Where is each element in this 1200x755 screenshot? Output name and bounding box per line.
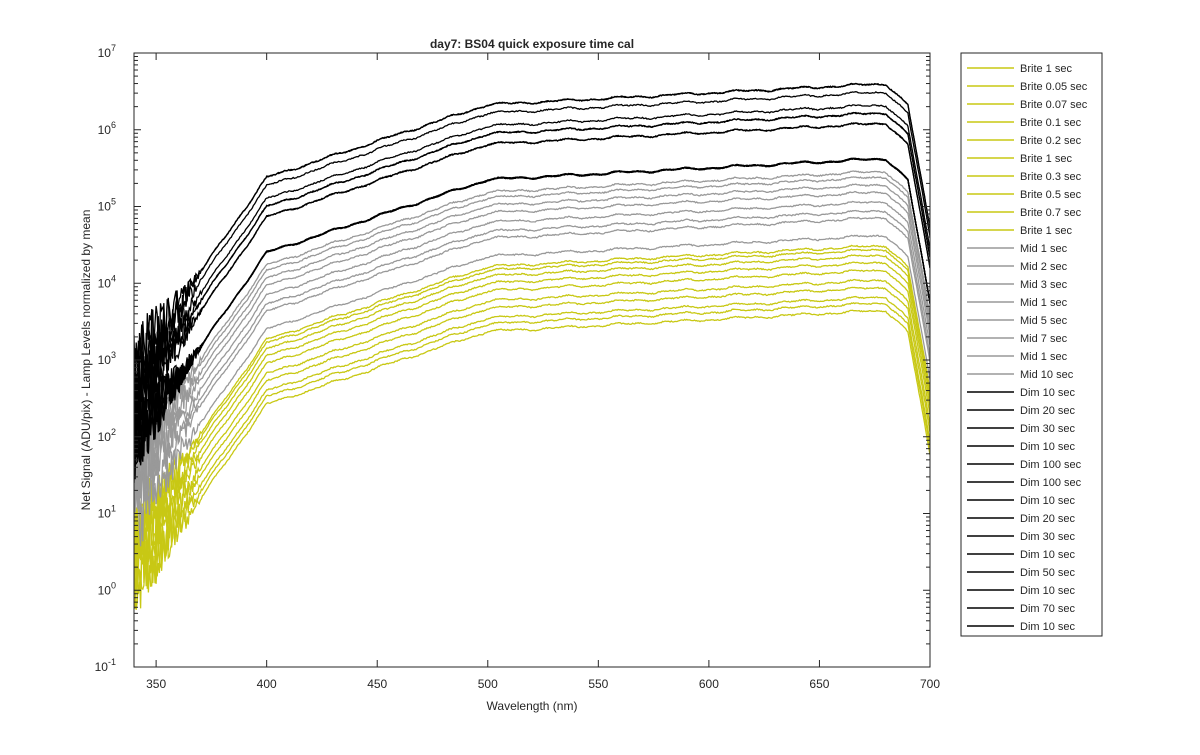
legend-label: Dim 50 sec <box>1020 567 1076 579</box>
legend-items: Brite 1 sec Brite 0.05 sec Brite 0.07 sec B… <box>967 63 1088 633</box>
legend-label: Brite 0.7 sec <box>1020 207 1082 219</box>
series-line <box>134 295 930 588</box>
series-line <box>134 261 930 562</box>
series-line <box>134 157 930 483</box>
x-tick-label: 350 <box>146 677 166 691</box>
legend-label: Mid 10 sec <box>1020 369 1074 381</box>
series-line <box>134 122 930 439</box>
y-tick-label: 102 <box>98 427 116 444</box>
y-tick-label: 10-1 <box>95 657 116 674</box>
legend-label: Brite 0.2 sec <box>1020 135 1082 147</box>
x-tick-label: 550 <box>588 677 608 691</box>
y-tick-label: 101 <box>98 504 116 521</box>
legend-label: Dim 10 sec <box>1020 585 1076 597</box>
series-line <box>134 286 930 601</box>
y-tick-label: 104 <box>98 273 116 290</box>
series-line <box>134 309 930 609</box>
legend-label: Mid 1 sec <box>1020 243 1068 255</box>
legend-label: Mid 1 sec <box>1020 351 1068 363</box>
series-line <box>134 248 930 559</box>
chart-title: day7: BS04 quick exposure time cal <box>430 37 634 51</box>
series-line <box>134 91 930 406</box>
legend-label: Brite 0.1 sec <box>1020 117 1082 129</box>
series-line <box>134 183 930 493</box>
legend: Brite 1 sec Brite 0.05 sec Brite 0.07 sec B… <box>960 52 1103 637</box>
legend-label: Mid 2 sec <box>1020 261 1068 273</box>
series-line <box>134 209 930 512</box>
series-line <box>134 176 930 496</box>
y-tick-label: 103 <box>98 350 116 367</box>
legend-label: Brite 1 sec <box>1020 153 1072 165</box>
x-tick-label: 650 <box>809 677 829 691</box>
x-tick-label: 500 <box>478 677 498 691</box>
series-line <box>134 190 930 513</box>
x-axis-label: Wavelength (nm) <box>487 699 578 713</box>
y-tick-label: 100 <box>98 580 116 597</box>
x-tick-label: 450 <box>367 677 387 691</box>
legend-box <box>960 52 1103 637</box>
y-axis-label: Net Signal (ADU/pix) - Lamp Levels norma… <box>79 210 93 511</box>
legend-label: Dim 10 sec <box>1020 495 1076 507</box>
legend-label: Dim 20 sec <box>1020 405 1076 417</box>
series-line <box>134 269 930 589</box>
legend-label: Brite 0.3 sec <box>1020 171 1082 183</box>
x-tick-label: 600 <box>699 677 719 691</box>
legend-label: Brite 0.07 sec <box>1020 99 1088 111</box>
legend-label: Brite 1 sec <box>1020 63 1072 75</box>
legend-label: Dim 20 sec <box>1020 513 1076 525</box>
y-tick-label: 106 <box>98 120 116 137</box>
legend-label: Dim 10 sec <box>1020 387 1076 399</box>
series-line <box>134 234 930 547</box>
legend-label: Dim 30 sec <box>1020 531 1076 543</box>
series-line <box>134 216 930 515</box>
series-line <box>134 157 930 466</box>
legend-label: Brite 1 sec <box>1020 225 1072 237</box>
legend-label: Dim 10 sec <box>1020 621 1076 633</box>
legend-label: Dim 30 sec <box>1020 423 1076 435</box>
x-tick-label: 700 <box>920 677 940 691</box>
series-line <box>134 302 930 610</box>
legend-label: Brite 0.05 sec <box>1020 81 1088 93</box>
series-lines <box>134 82 930 610</box>
y-tick-label: 107 <box>98 43 116 60</box>
legend-label: Dim 70 sec <box>1020 603 1076 615</box>
legend-label: Mid 1 sec <box>1020 297 1068 309</box>
series-line <box>134 254 930 571</box>
legend-label: Dim 10 sec <box>1020 441 1076 453</box>
legend-label: Dim 100 sec <box>1020 477 1082 489</box>
series-line <box>134 122 930 443</box>
legend-label: Brite 0.5 sec <box>1020 189 1082 201</box>
series-line <box>134 200 930 521</box>
y-axis-ticks: 10-1 100 101 102 103 104 105 106 107 <box>95 43 930 674</box>
x-axis-ticks: 350 400 450 500 550 600 650 700 <box>146 53 940 691</box>
legend-label: Mid 5 sec <box>1020 315 1068 327</box>
series-line <box>134 170 930 480</box>
series-line <box>134 244 930 567</box>
legend-label: Mid 7 sec <box>1020 333 1068 345</box>
x-tick-label: 400 <box>257 677 277 691</box>
series-line <box>134 278 930 594</box>
y-tick-label: 105 <box>98 197 116 214</box>
legend-label: Dim 10 sec <box>1020 549 1076 561</box>
legend-label: Dim 100 sec <box>1020 459 1082 471</box>
series-line <box>134 111 930 431</box>
legend-label: Mid 3 sec <box>1020 279 1068 291</box>
series-line <box>134 82 930 387</box>
series-line <box>134 104 930 416</box>
